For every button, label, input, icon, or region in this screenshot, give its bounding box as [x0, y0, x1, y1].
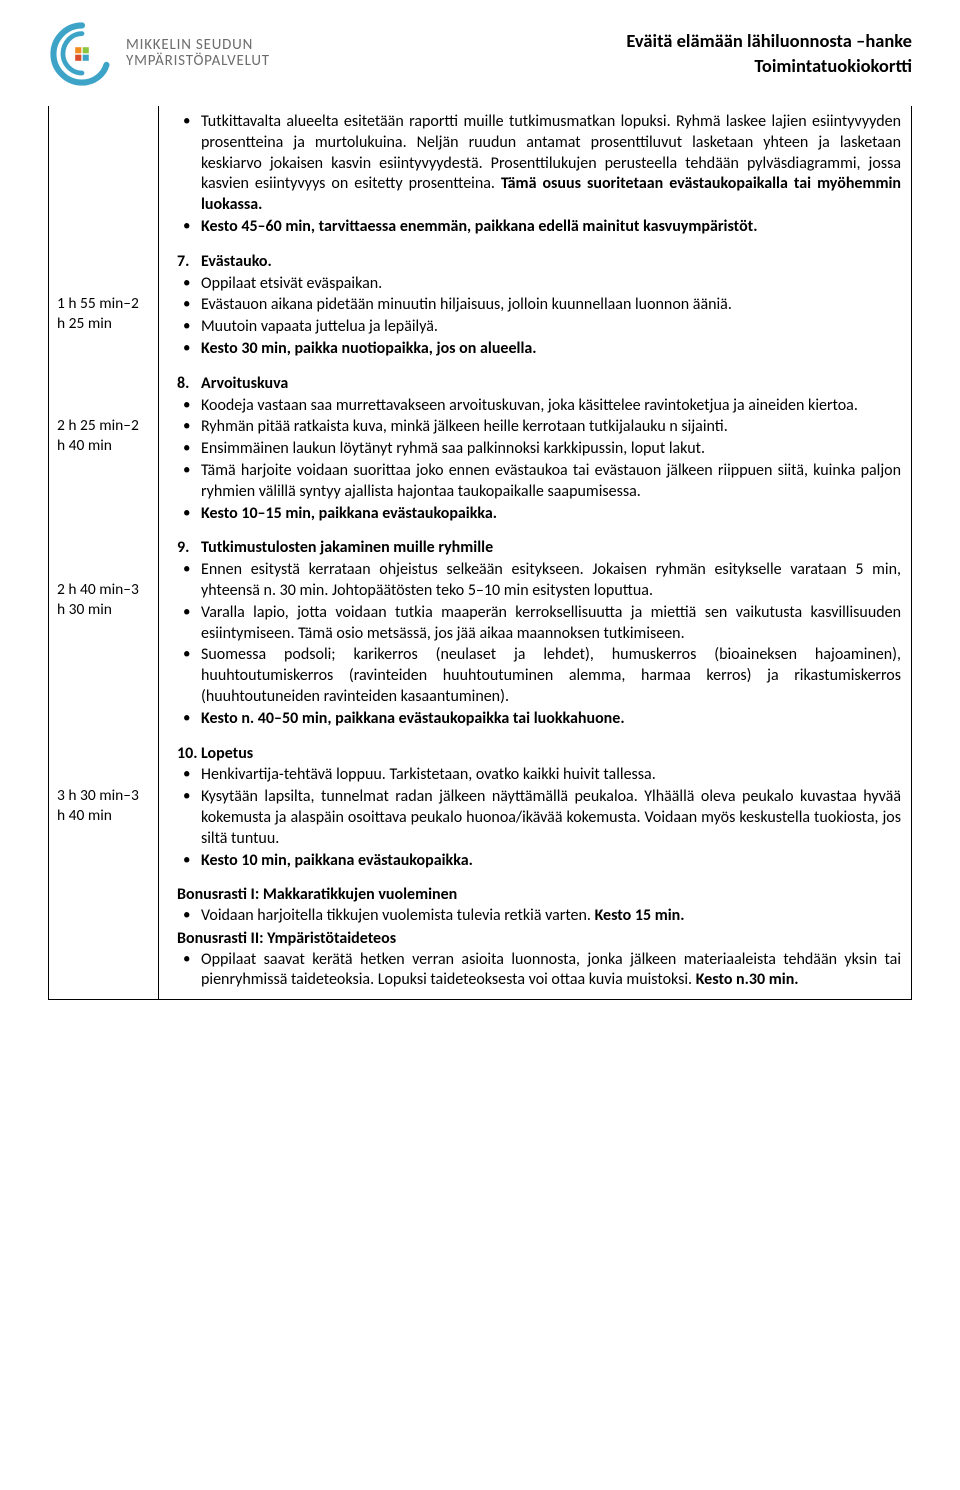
- section-bullet: Ensimmäinen laukun löytänyt ryhmä saa pa…: [201, 439, 901, 460]
- logo-text: MIKKELIN SEUDUN YMPÄRISTÖPALVELUT: [126, 38, 270, 70]
- section-heading: 10.Lopetus: [177, 744, 901, 765]
- section-bullet: Kesto 10 min, paikkana evästaukopaikka.: [201, 851, 901, 872]
- section-heading: 9.Tutkimustulosten jakaminen muille ryhm…: [177, 538, 901, 559]
- content-table: 1 h 55 min–2 h 25 min 2 h 25 min–2 h 40 m…: [48, 106, 912, 1000]
- section-bullet: Suomessa podsoli; karikerros (neulaset j…: [201, 645, 901, 707]
- bonus-heading: Bonusrasti I: Makkaratikkujen vuoleminen: [177, 885, 901, 906]
- section-bullet: Ennen esitystä kerrataan ohjeistus selke…: [201, 560, 901, 602]
- bonus-heading: Bonusrasti II: Ympäristötaideteos: [177, 929, 901, 950]
- logo-block: MIKKELIN SEUDUN YMPÄRISTÖPALVELUT: [48, 20, 270, 88]
- page-header: MIKKELIN SEUDUN YMPÄRISTÖPALVELUT Eväitä…: [48, 20, 912, 88]
- section-bullet: Kesto n. 40–50 min, paikkana evästaukopa…: [201, 709, 901, 730]
- body-col: Tutkittavalta alueelta esitetään raportt…: [159, 106, 912, 1000]
- time-label: 3 h 30 min–3 h 40 min: [57, 786, 148, 826]
- time-label: 2 h 40 min–3 h 30 min: [57, 580, 148, 620]
- logo-swirl-icon: [48, 20, 116, 88]
- section-bullet: Evästauon aikana pidetään minuutin hilja…: [201, 295, 901, 316]
- section-bullet: Kesto 30 min, paikka nuotiopaikka, jos o…: [201, 339, 901, 360]
- section-bullet: Tämä harjoite voidaan suorittaa joko enn…: [201, 461, 901, 503]
- section-bullet: Kesto 10–15 min, paikkana evästaukopaikk…: [201, 504, 901, 525]
- header-title-1: Eväitä elämään lähiluonnosta –hanke: [626, 29, 912, 54]
- section-heading: 8.Arvoituskuva: [177, 374, 901, 395]
- section-bullet: Kysytään lapsilta, tunnelmat radan jälke…: [201, 787, 901, 849]
- section-bullet: Koodeja vastaan saa murrettavakseen arvo…: [201, 396, 901, 417]
- time-label: 2 h 25 min–2 h 40 min: [57, 416, 148, 456]
- section-bullet: Oppilaat etsivät eväspaikan.: [201, 274, 901, 295]
- section-bullet: Muutoin vapaata juttelua ja lepäilyä.: [201, 317, 901, 338]
- section-heading: 7.Evästauko.: [177, 252, 901, 273]
- time-label: 1 h 55 min–2 h 25 min: [57, 294, 148, 334]
- header-title-2: Toimintatuokiokortti: [626, 54, 912, 79]
- intro-bullet: Kesto 45–60 min, tarvittaessa enemmän, p…: [201, 217, 901, 238]
- intro-bullet: Tutkittavalta alueelta esitetään raportt…: [201, 112, 901, 216]
- bonus-bullet: Oppilaat saavat kerätä hetken verran asi…: [201, 950, 901, 992]
- header-right: Eväitä elämään lähiluonnosta –hanke Toim…: [626, 29, 912, 79]
- section-bullet: Varalla lapio, jotta voidaan tutkia maap…: [201, 603, 901, 645]
- logo-line2: YMPÄRISTÖPALVELUT: [126, 54, 270, 70]
- section-bullet: Ryhmän pitää ratkaista kuva, minkä jälke…: [201, 417, 901, 438]
- section-bullet: Henkivartija-tehtävä loppuu. Tarkistetaa…: [201, 765, 901, 786]
- time-col: 1 h 55 min–2 h 25 min 2 h 25 min–2 h 40 m…: [49, 106, 159, 1000]
- bonus-bullet: Voidaan harjoitella tikkujen vuolemista …: [201, 906, 901, 927]
